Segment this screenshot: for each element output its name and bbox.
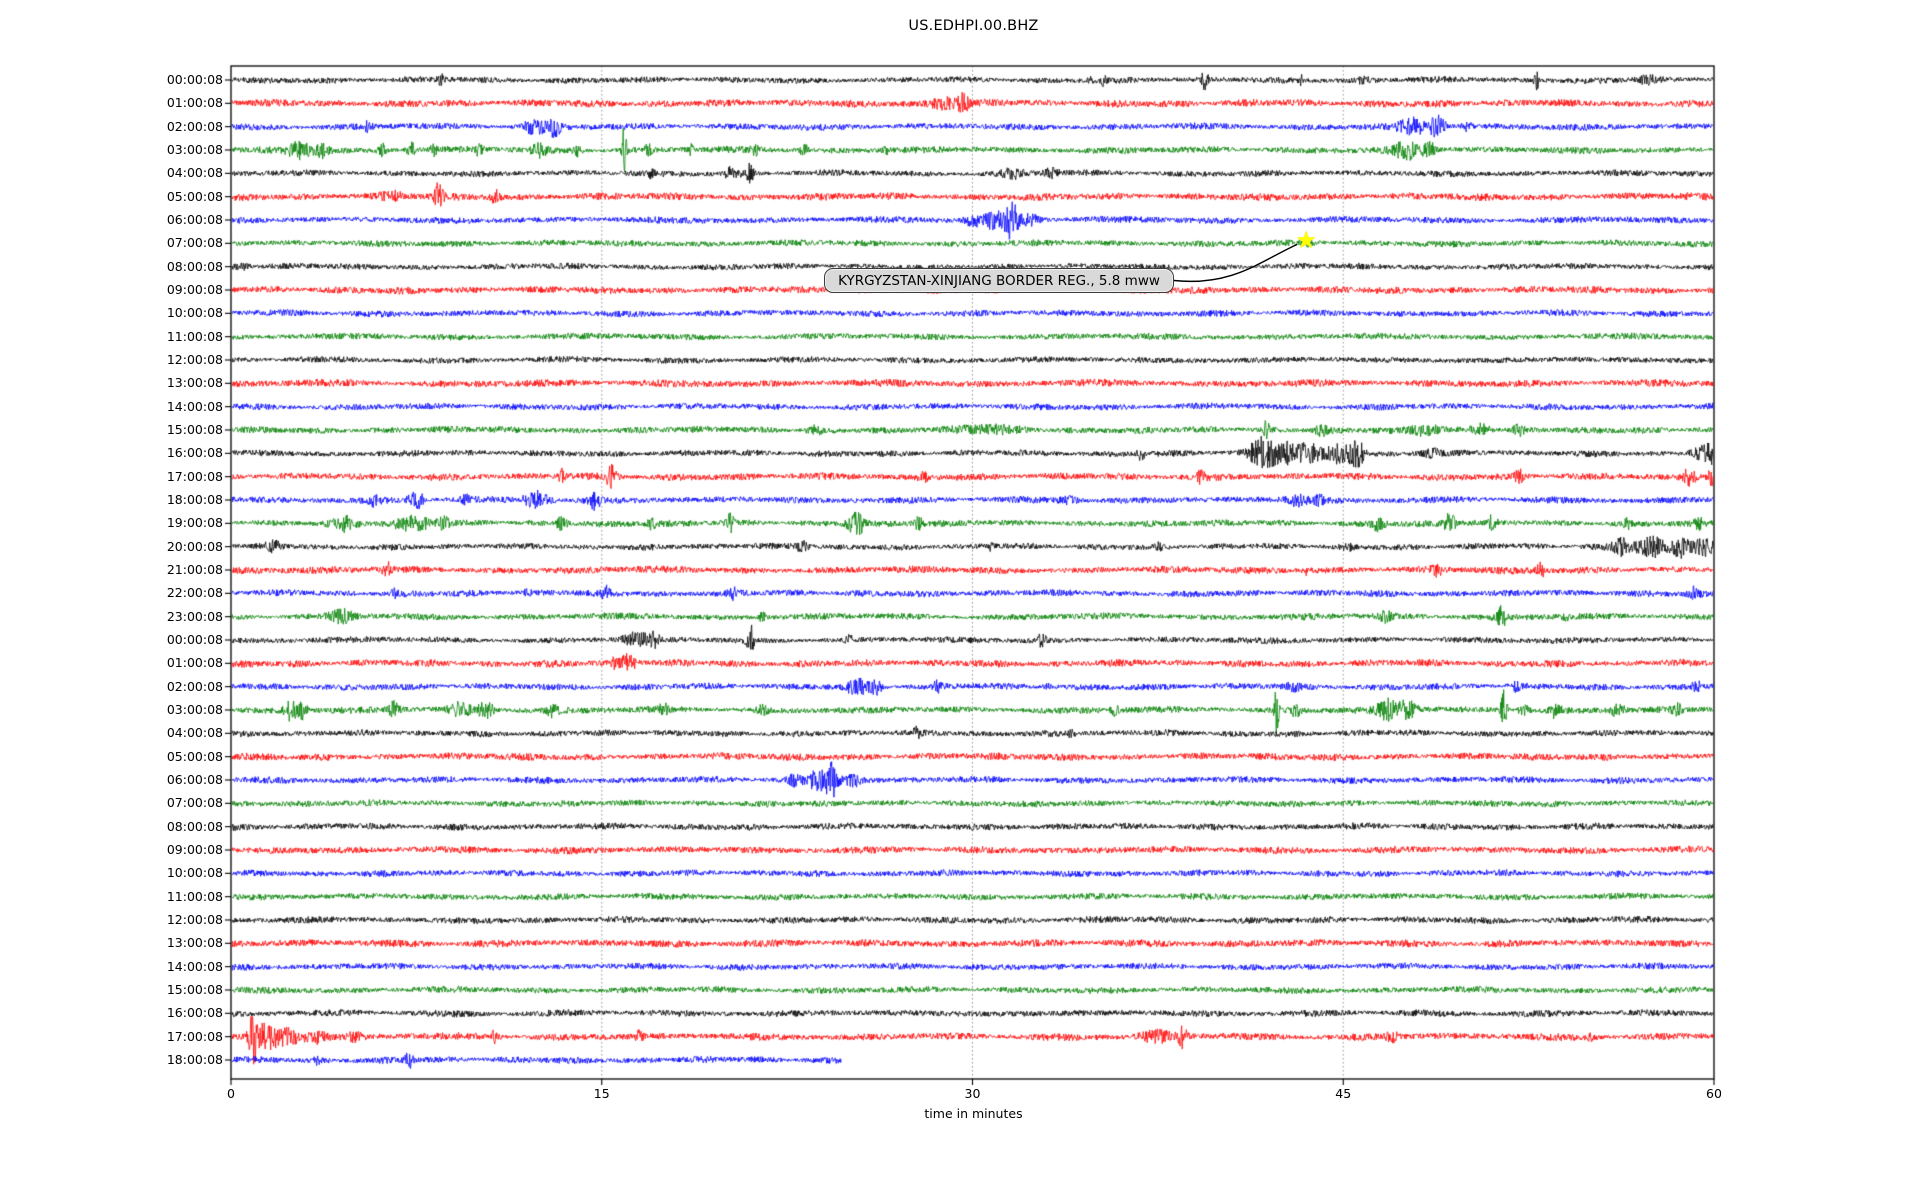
- plot-title: US.EDHPI.00.BHZ: [908, 18, 1039, 34]
- y-tick-label: 01:00:08: [166, 655, 223, 671]
- x-tick-label: 60: [1706, 1086, 1722, 1101]
- x-tick-label: 30: [964, 1086, 981, 1101]
- y-tick-label: 11:00:08: [166, 328, 223, 344]
- y-tick-label: 15:00:08: [166, 981, 223, 997]
- y-tick-label: 03:00:08: [166, 701, 223, 717]
- y-tick-label: 03:00:08: [166, 141, 223, 157]
- y-tick-label: 13:00:08: [166, 375, 223, 391]
- y-tick-label: 02:00:08: [166, 678, 223, 694]
- y-tick-label: 17:00:08: [166, 1028, 223, 1044]
- y-tick-label: 14:00:08: [166, 398, 223, 414]
- y-tick-label: 16:00:08: [166, 445, 223, 461]
- y-tick-label: 08:00:08: [166, 258, 223, 274]
- y-tick-label: 13:00:08: [166, 935, 223, 951]
- y-tick-label: 14:00:08: [166, 958, 223, 974]
- event-annotation-text: KYRGYZSTAN-XINJIANG BORDER REG., 5.8 mww: [838, 272, 1160, 289]
- y-tick-label: 08:00:08: [166, 818, 223, 834]
- y-tick-label: 10:00:08: [166, 305, 223, 321]
- y-tick-label: 06:00:08: [166, 211, 223, 227]
- y-tick-label: 12:00:08: [166, 351, 223, 367]
- y-tick-label: 18:00:08: [166, 491, 223, 507]
- y-tick-label: 07:00:08: [166, 795, 223, 811]
- y-tick-label: 12:00:08: [166, 911, 223, 927]
- event-star-marker: ★: [1295, 226, 1317, 255]
- y-tick-label: 05:00:08: [166, 748, 223, 764]
- y-tick-label: 00:00:08: [166, 631, 223, 647]
- y-tick-label: 10:00:08: [166, 865, 223, 881]
- y-tick-label: 09:00:08: [166, 281, 223, 297]
- y-tick-label: 02:00:08: [166, 118, 223, 134]
- y-tick-label: 15:00:08: [166, 421, 223, 437]
- y-tick-label: 19:00:08: [166, 515, 223, 531]
- x-tick-label: 45: [1335, 1086, 1352, 1101]
- y-tick-label: 00:00:08: [166, 72, 223, 87]
- x-axis-title: time in minutes: [924, 1106, 1023, 1121]
- event-annotation-box: KYRGYZSTAN-XINJIANG BORDER REG., 5.8 mww: [824, 268, 1174, 293]
- y-tick-label: 22:00:08: [166, 585, 223, 601]
- x-tick-label: 15: [593, 1086, 610, 1101]
- y-tick-label: 05:00:08: [166, 188, 223, 204]
- x-tick-label: 0: [227, 1086, 235, 1101]
- y-tick-label: 04:00:08: [166, 725, 223, 741]
- y-tick-label: 06:00:08: [166, 771, 223, 787]
- y-tick-label: 23:00:08: [166, 608, 223, 624]
- y-tick-label: 11:00:08: [166, 888, 223, 904]
- y-tick-label: 18:00:08: [166, 1051, 223, 1067]
- y-tick-label: 09:00:08: [166, 841, 223, 857]
- y-tick-label: 04:00:08: [166, 165, 223, 181]
- y-tick-label: 17:00:08: [166, 468, 223, 484]
- y-tick-label: 07:00:08: [166, 235, 223, 251]
- y-tick-label: 20:00:08: [166, 538, 223, 554]
- y-tick-label: 01:00:08: [166, 95, 223, 111]
- y-tick-label: 16:00:08: [166, 1005, 223, 1021]
- y-tick-label: 21:00:08: [166, 561, 223, 577]
